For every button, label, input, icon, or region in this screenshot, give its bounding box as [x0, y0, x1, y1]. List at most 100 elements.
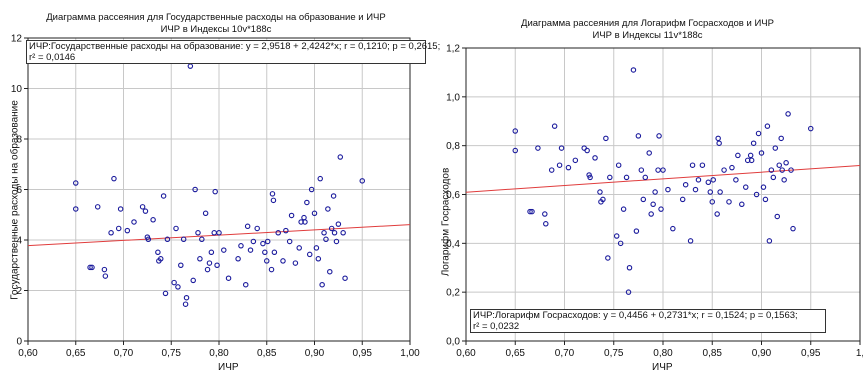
data-point	[286, 238, 293, 245]
data-point	[551, 123, 558, 129]
data-point	[298, 219, 304, 225]
data-point	[660, 167, 666, 173]
data-point	[785, 111, 791, 117]
data-point	[783, 160, 789, 166]
data-point	[748, 157, 755, 164]
data-point	[328, 225, 335, 232]
y-axis-title: Логарифм Госрасходов	[440, 167, 452, 277]
regression-equation-box: ИЧР:Государственные расходы на образован…	[26, 40, 440, 64]
data-point	[679, 196, 686, 203]
data-point	[739, 201, 745, 208]
data-point	[330, 193, 337, 199]
data-point	[543, 221, 549, 227]
regression-line	[465, 165, 861, 193]
x-tick-label: 0,90	[752, 348, 772, 359]
data-point	[182, 301, 189, 307]
data-point	[615, 162, 622, 168]
data-point	[260, 240, 266, 247]
y-tick-label: 4	[16, 236, 22, 247]
data-point	[235, 256, 241, 262]
data-point	[687, 238, 694, 244]
y-tick-label: 2	[16, 286, 22, 297]
data-point	[658, 206, 664, 212]
data-point	[288, 212, 295, 219]
data-point	[313, 245, 320, 251]
x-tick-label: 0,65	[506, 348, 526, 359]
data-point	[264, 238, 271, 245]
x-tick-label: 0,75	[604, 348, 624, 359]
data-point	[742, 184, 749, 190]
data-point	[319, 281, 325, 288]
data-point	[87, 264, 93, 271]
data-point	[640, 196, 647, 203]
scatter-chart-left: Диаграмма рассеяния для Государственные …	[10, 12, 441, 373]
data-point	[131, 219, 137, 225]
data-point	[250, 238, 257, 245]
r-squared: r² = 0,0232	[473, 321, 520, 332]
data-point	[204, 266, 211, 273]
data-point	[747, 152, 754, 159]
x-tick-label: 0,80	[209, 348, 229, 359]
data-point	[108, 230, 114, 236]
x-tick-label: 0,90	[305, 348, 325, 359]
data-point	[603, 135, 609, 142]
data-point	[572, 157, 579, 164]
data-point	[648, 211, 654, 217]
data-point	[625, 289, 632, 295]
y-tick-label: 0,4	[446, 239, 460, 250]
data-point	[733, 177, 739, 183]
data-point	[753, 191, 760, 198]
data-point	[512, 128, 519, 134]
x-tick-label: 1,	[856, 348, 863, 359]
data-point	[157, 256, 164, 262]
data-point	[304, 199, 310, 206]
x-tick-label: 0,60	[456, 348, 476, 359]
data-point	[790, 225, 796, 232]
y-tick-label: 10	[11, 84, 23, 95]
data-point	[117, 206, 124, 212]
data-point	[115, 225, 122, 232]
data-point	[715, 135, 721, 142]
data-point	[587, 174, 593, 181]
data-point	[102, 273, 109, 279]
data-point	[187, 63, 194, 69]
data-point	[729, 164, 735, 171]
data-point	[247, 247, 254, 253]
data-point	[717, 189, 723, 195]
data-point	[699, 162, 706, 168]
y-tick-label: 0,6	[446, 190, 460, 201]
data-point	[638, 167, 645, 173]
data-point	[605, 255, 611, 261]
data-point	[94, 204, 101, 210]
x-tick-label: 0,65	[66, 348, 86, 359]
x-tick-label: 1,00	[400, 348, 420, 359]
y-tick-label: 12	[11, 34, 23, 45]
data-point	[268, 266, 275, 273]
data-point	[323, 236, 329, 243]
data-point	[556, 162, 563, 168]
data-point	[623, 174, 630, 181]
data-point	[607, 174, 613, 181]
data-point	[242, 281, 249, 288]
data-point	[301, 214, 307, 221]
data-point	[542, 211, 548, 217]
data-point	[275, 230, 281, 236]
data-point	[317, 175, 323, 182]
data-point	[212, 188, 218, 195]
data-point	[781, 177, 787, 183]
scatter-plot-area: 0,60 0,65 0,70 0,75 0,80 0,85 0,90 0,95 1, 0,0 0,2…	[446, 44, 863, 360]
data-point	[340, 230, 346, 236]
data-point	[584, 147, 590, 154]
data-point	[211, 230, 217, 236]
data-point	[145, 236, 152, 243]
data-point	[139, 204, 146, 210]
x-tick-label: 0,75	[162, 348, 182, 359]
data-point	[768, 167, 775, 173]
data-point	[735, 152, 741, 159]
data-point	[206, 260, 213, 266]
data-point	[142, 208, 149, 214]
data-point	[302, 219, 308, 225]
data-point	[548, 167, 555, 173]
data-point	[774, 213, 781, 220]
chart-title: Диаграмма рассеяния для Государственные …	[46, 12, 386, 23]
